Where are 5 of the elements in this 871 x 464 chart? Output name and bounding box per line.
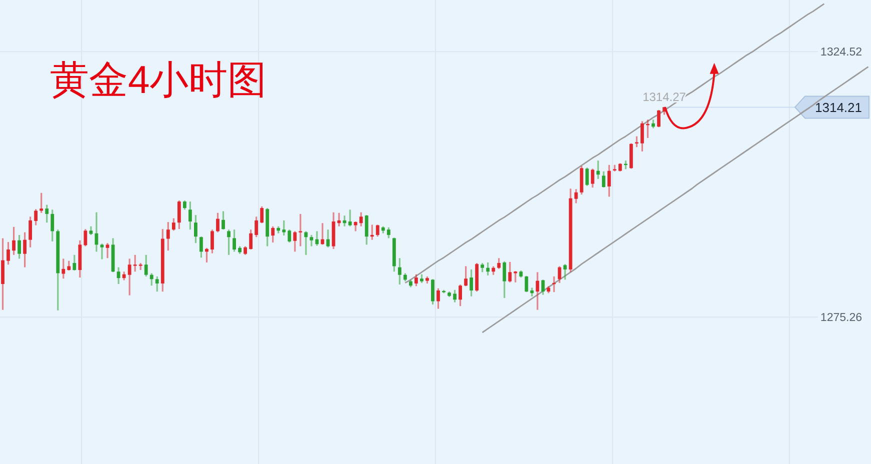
ref-line-label: 1314.21 (815, 100, 862, 116)
y-tick-label: 1324.52 (820, 46, 862, 59)
text: 黄金4小时图 (50, 59, 267, 102)
y-tick-label: 1275.26 (820, 312, 862, 324)
annotation: 1314.27 (642, 90, 686, 104)
